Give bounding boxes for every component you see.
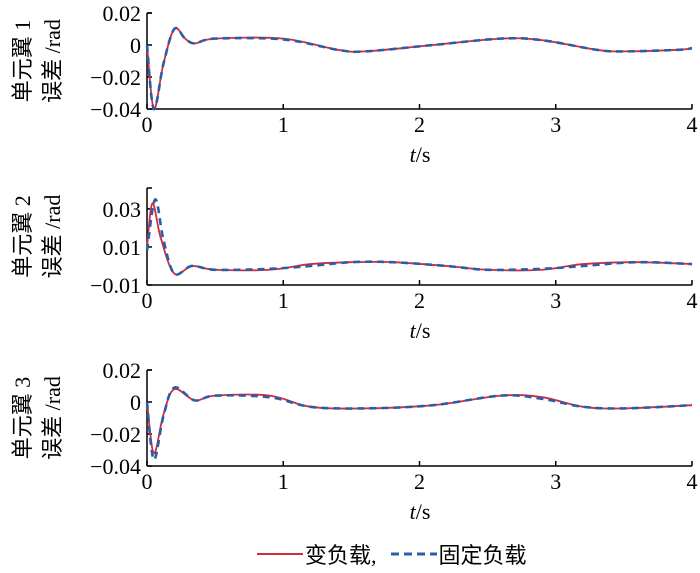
x-tick-label: 4 (687, 469, 698, 494)
x-tick-label: 0 (142, 288, 153, 313)
y-axis-label-line1: 单元翼 3 (10, 377, 35, 460)
x-tick-label: 3 (550, 288, 561, 313)
y-tick-label: 0 (130, 390, 141, 415)
x-tick-label: 3 (550, 469, 561, 494)
x-axis-label: t/s (410, 499, 431, 524)
x-tick-label: 4 (687, 112, 698, 137)
y-tick-label: −0.04 (90, 97, 141, 122)
y-tick-label: −0.04 (90, 454, 141, 479)
y-axis-label-line1: 单元翼 1 (10, 20, 35, 103)
series-line-variable-load (146, 27, 693, 110)
legend-label-fixed-load: 固定负载 (438, 543, 527, 568)
series-line-fixed-load (145, 198, 693, 276)
legend-label-variable-load: 变负载, (305, 543, 377, 568)
x-tick-label: 3 (550, 112, 561, 137)
x-tick-label: 0 (142, 469, 153, 494)
y-tick-label: −0.01 (90, 273, 141, 298)
x-axis-label: t/s (410, 142, 431, 167)
y-tick-label: 0 (130, 33, 141, 58)
y-axis-label-line2: 误差 /rad (40, 195, 65, 279)
subplot-2: 0 1 2 3 4 0.03 0.01 −0.01 t/s 单元翼 2 误差 /rad (10, 187, 698, 343)
x-tick-label: 4 (687, 288, 698, 313)
x-tick-label: 2 (414, 112, 425, 137)
legend: 变负载, 固定负载 (255, 538, 527, 570)
y-tick-label: −0.02 (90, 422, 141, 447)
y-axis-label-line2: 误差 /rad (40, 376, 65, 460)
x-tick-label: 2 (414, 469, 425, 494)
series-line-variable-load (146, 388, 693, 455)
y-tick-label: 0.02 (103, 1, 142, 26)
x-axis-label: t/s (410, 318, 431, 343)
y-tick-label: 0.03 (103, 197, 142, 222)
legend-line-dashed (390, 552, 437, 556)
x-tick-label: 0 (142, 112, 153, 137)
y-tick-label: −0.02 (90, 65, 141, 90)
series-line-fixed-load (145, 386, 693, 461)
y-tick-label: 0.02 (103, 358, 142, 383)
y-tick-label: 0.01 (103, 235, 142, 260)
x-tick-label: 2 (414, 288, 425, 313)
x-tick-label: 1 (278, 469, 289, 494)
y-axis-label-line2: 误差 /rad (40, 19, 65, 103)
series-line-fixed-load (145, 26, 693, 111)
x-tick-label: 1 (278, 112, 289, 137)
legend-line-solid (257, 553, 303, 555)
y-axis-label-line1: 单元翼 2 (10, 195, 35, 278)
x-tick-label: 1 (278, 288, 289, 313)
